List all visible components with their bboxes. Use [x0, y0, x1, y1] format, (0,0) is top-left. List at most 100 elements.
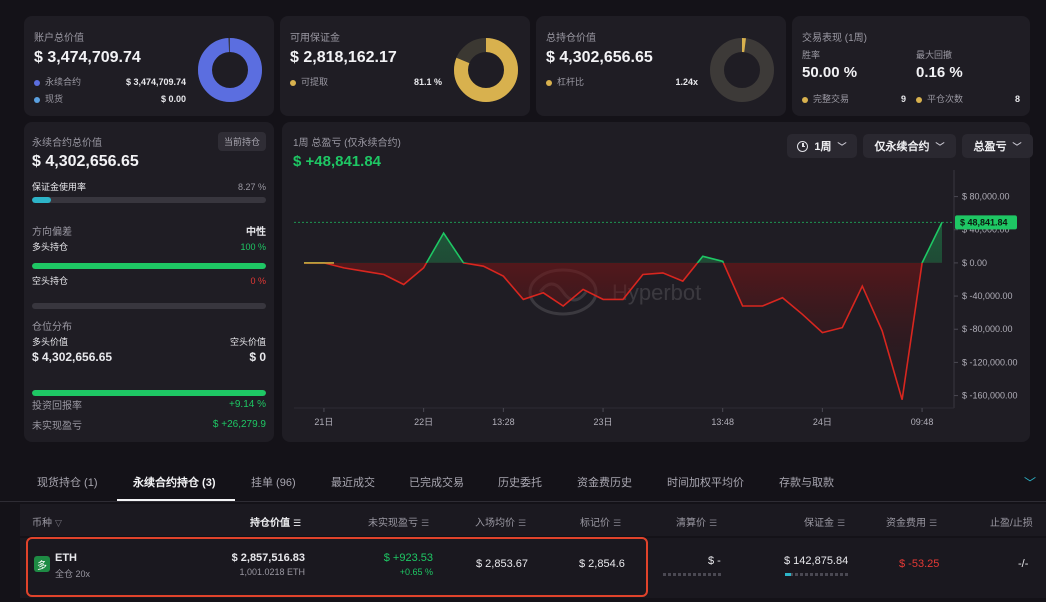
sort-icon: ☰: [518, 518, 527, 528]
data-point-12: [542, 292, 544, 294]
position-value: $ 2,857,516.83: [231, 552, 305, 564]
data-point-20: [702, 255, 704, 257]
tab-twap[interactable]: 时间加权平均价: [667, 477, 744, 489]
y-tick-label-3: $ -40,000.00: [962, 291, 1013, 301]
tab-deposits-withdrawals[interactable]: 存款与取款: [779, 477, 834, 489]
upnl-row: 未实现盈亏 $ +26,279.9: [32, 419, 266, 432]
completed-trades: 完整交易 9: [802, 92, 906, 105]
distribution-labels: 多头价值 空头价值: [32, 337, 266, 347]
tab-completed-trades[interactable]: 已完成交易: [409, 477, 464, 489]
x-tick-label-2: 13:28: [492, 417, 515, 427]
col-liq-price[interactable]: 清算价 ☰: [676, 518, 718, 529]
margin-donut: [454, 38, 518, 102]
perp-title: 永续合约总价值: [32, 138, 102, 149]
data-point-10: [502, 275, 504, 277]
data-point-19: [682, 280, 684, 282]
x-tick-label-3: 23日: [594, 417, 613, 427]
col-margin[interactable]: 保证金 ☰: [804, 518, 846, 529]
col-funding[interactable]: 资金费用 ☰: [886, 518, 938, 529]
data-point-23: [762, 305, 764, 307]
distribution-bar: [32, 390, 266, 396]
coin-symbol[interactable]: ETH: [55, 552, 77, 564]
metric-label: 总盈亏: [973, 141, 1007, 153]
data-point-4: [383, 274, 385, 276]
tab-order-history[interactable]: 历史委托: [498, 477, 542, 489]
margin-usage-bar: [32, 197, 266, 203]
short-row: 空头持仓 0 %: [32, 275, 266, 287]
account-value-card: 账户总价值 $ 3,474,709.74 永续合约 $ 3,474,709.74 …: [24, 16, 274, 116]
account-legend-perp: 永续合约 $ 3,474,709.74: [34, 75, 186, 88]
data-point-13: [562, 305, 564, 307]
position-donut: [710, 38, 774, 102]
chevron-down-icon: ﹀: [1012, 141, 1022, 152]
margin-legend-withdrawable: 可提取 81.1 %: [290, 75, 442, 88]
sort-icon: ☰: [929, 518, 938, 528]
x-tick-label-6: 09:48: [911, 417, 934, 427]
y-tick-label-5: $ -120,000.00: [962, 357, 1018, 367]
period-select[interactable]: 1周 ﹀: [787, 134, 857, 158]
available-margin-card: 可用保证金 $ 2,818,162.17 可提取 81.1 %: [280, 16, 530, 116]
distribution-values: $ 4,302,656.65 $ 0: [32, 350, 266, 364]
performance-card: 交易表现 (1周) 胜率 50.00 % 最大回撤 0.16 % 完整交易 9 平…: [792, 16, 1030, 116]
col-coin[interactable]: 币种 ▽: [32, 518, 62, 529]
row-highlight: [26, 537, 648, 597]
available-margin-value: $ 2,818,162.17: [290, 49, 397, 66]
winrate-label: 胜率: [802, 50, 821, 60]
margin-donut-fill: [454, 38, 518, 102]
long-badge: 多: [34, 556, 50, 572]
data-point-29: [881, 330, 883, 332]
tab-open-orders[interactable]: 挂单 (96): [251, 477, 296, 489]
col-entry-price[interactable]: 入场均价 ☰: [475, 518, 527, 529]
tab-spot-holdings[interactable]: 现货持仓 (1): [37, 477, 98, 489]
perp-value: $ 4,302,656.65: [32, 153, 139, 170]
perp-summary-panel: 永续合约总价值 当前持仓 $ 4,302,656.65 保证金使用率 8.27 %…: [24, 122, 274, 442]
margin-usage-row: 保证金使用率 8.27 %: [32, 181, 266, 193]
unrealized-pnl: $ +923.53: [383, 552, 433, 564]
data-point-9: [482, 265, 484, 267]
metric-select[interactable]: 总盈亏 ﹀: [962, 134, 1033, 158]
tab-funding-history[interactable]: 资金费历史: [577, 477, 632, 489]
col-position-value[interactable]: 持仓价值 ☰: [250, 518, 302, 529]
y-tick-label-1: $ 40,000.00: [962, 225, 1010, 235]
available-margin-title: 可用保证金: [290, 33, 340, 44]
roi-row: 投资回报率 +9.14 %: [32, 399, 266, 412]
sort-icon: ☰: [613, 518, 622, 528]
long-row: 多头持仓 100 %: [32, 241, 266, 253]
data-point-8: [463, 262, 465, 264]
data-point-31: [921, 262, 923, 264]
filter-select[interactable]: 仅永续合约 ﹀: [863, 134, 956, 158]
col-unrealized-pnl[interactable]: 未实现盈亏 ☰: [368, 518, 430, 529]
account-legend-spot: 现货 $ 0.00: [34, 92, 186, 105]
distribution-label: 仓位分布: [32, 322, 72, 333]
margin-bar: [785, 573, 849, 576]
tpsl-value[interactable]: -/-: [1018, 558, 1029, 570]
x-tick-label-1: 22日: [414, 417, 433, 427]
current-value-tag: [955, 215, 1017, 230]
tab-perp-positions[interactable]: 永续合约持仓 (3): [133, 477, 216, 489]
chevron-down-icon[interactable]: ﹀: [1024, 476, 1037, 490]
sort-icon: ☰: [837, 518, 846, 528]
data-point-11: [522, 298, 524, 300]
unrealized-pnl-pct: +0.65 %: [399, 567, 433, 577]
close-count: 平仓次数 8: [916, 92, 1020, 105]
data-point-25: [801, 313, 803, 315]
data-point-27: [841, 327, 843, 329]
account-donut: [198, 38, 262, 102]
tab-recent-fills[interactable]: 最近成交: [331, 477, 375, 489]
data-point-21: [722, 260, 724, 262]
chevron-down-icon: ﹀: [935, 141, 945, 152]
data-point-14: [582, 288, 584, 290]
entry-price: $ 2,853.67: [476, 558, 528, 570]
pnl-line-negative: [304, 262, 923, 400]
margin-mode: 全仓 20x: [55, 569, 91, 579]
data-point-30: [901, 399, 903, 401]
col-mark-price[interactable]: 标记价 ☰: [580, 518, 622, 529]
x-tick-label-0: 21日: [314, 417, 333, 427]
table-row[interactable]: [20, 538, 1046, 598]
period-label: 1周: [814, 141, 832, 153]
x-tick-label-4: 13:48: [711, 417, 734, 427]
position-donut-fill: [710, 38, 774, 102]
data-point-22: [742, 305, 744, 307]
y-tick-label-6: $ -160,000.00: [962, 391, 1018, 401]
short-bar: [32, 303, 266, 309]
